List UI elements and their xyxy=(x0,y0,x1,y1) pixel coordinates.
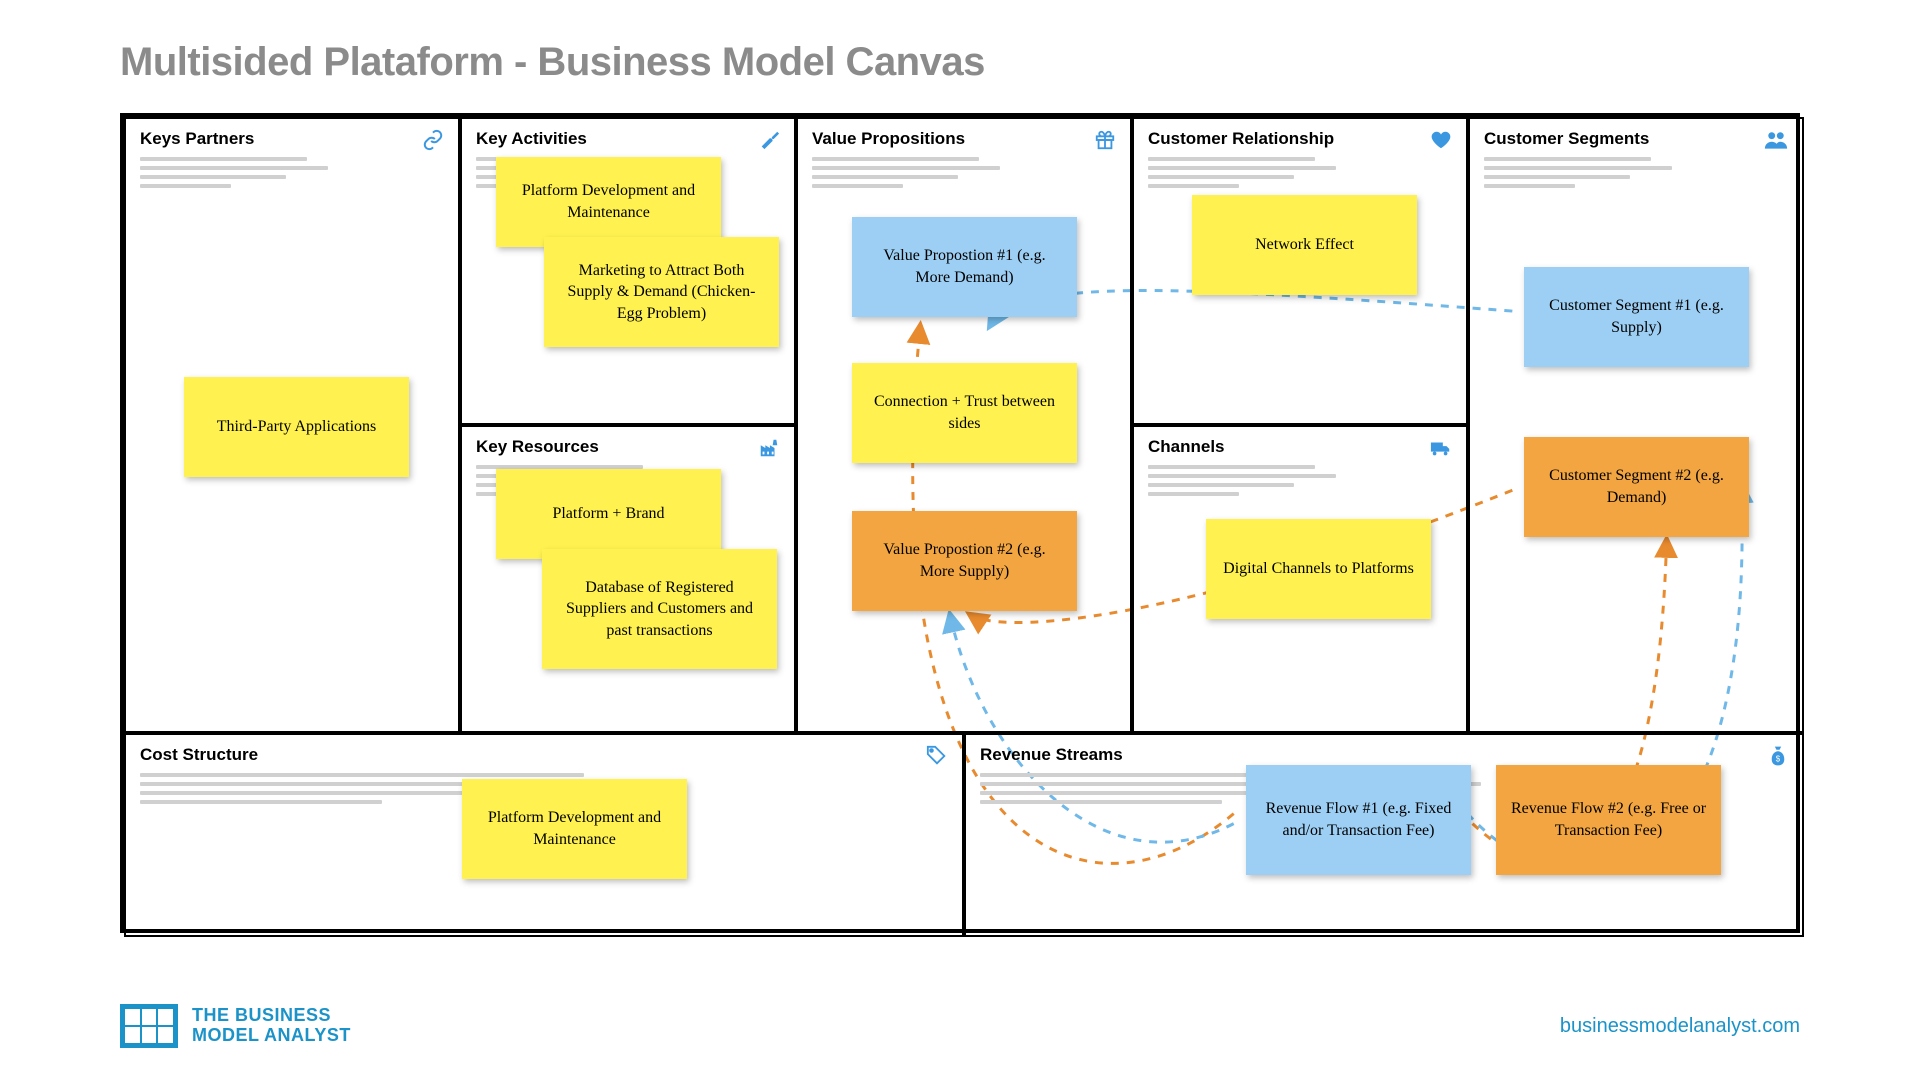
factory-icon xyxy=(758,437,780,464)
brand-logo-icon xyxy=(120,1004,178,1048)
brand-line1: THE BUSINESS xyxy=(192,1006,351,1026)
moneybag-icon: $ xyxy=(1768,745,1788,772)
sticky-connection: Connection + Trust between sides xyxy=(852,363,1077,463)
link-icon xyxy=(422,129,444,156)
cell-title: Key Resources xyxy=(476,437,780,457)
cell-title: Channels xyxy=(1148,437,1452,457)
sticky-plat-dev: Platform Development and Maintenance xyxy=(496,157,721,247)
sticky-rev2: Revenue Flow #2 (e.g. Free or Transactio… xyxy=(1496,765,1721,875)
site-link: businessmodelanalyst.com xyxy=(1560,1015,1800,1038)
sticky-network: Network Effect xyxy=(1192,195,1417,295)
cell-title: Revenue Streams xyxy=(980,745,1788,765)
cell-title: Value Propositions xyxy=(812,129,1116,149)
sticky-cost-plat: Platform Development and Maintenance xyxy=(462,779,687,879)
business-model-canvas: Keys Partners Key Activities Key Resources… xyxy=(120,113,1800,933)
cell-title: Keys Partners xyxy=(140,129,444,149)
cell-title: Key Activities xyxy=(476,129,780,149)
wrench-icon xyxy=(758,129,780,156)
svg-text:$: $ xyxy=(1776,755,1781,764)
sticky-digital-ch: Digital Channels to Platforms xyxy=(1206,519,1431,619)
cell-title: Customer Relationship xyxy=(1148,129,1452,149)
sticky-seg2: Customer Segment #2 (e.g. Demand) xyxy=(1524,437,1749,537)
page-title: Multisided Plataform - Business Model Ca… xyxy=(120,40,1800,85)
sticky-plat-brand: Platform + Brand xyxy=(496,469,721,559)
sticky-third-party: Third-Party Applications xyxy=(184,377,409,477)
gift-icon xyxy=(1094,129,1116,156)
cell-title: Cost Structure xyxy=(140,745,948,765)
tag-icon xyxy=(926,745,948,772)
brand-line2: MODEL ANALYST xyxy=(192,1026,351,1046)
sticky-rev1: Revenue Flow #1 (e.g. Fixed and/or Trans… xyxy=(1246,765,1471,875)
users-icon xyxy=(1764,129,1788,156)
sticky-marketing: Marketing to Attract Both Supply & Deman… xyxy=(544,237,779,347)
sticky-database: Database of Registered Suppliers and Cus… xyxy=(542,549,777,669)
cell-title: Customer Segments xyxy=(1484,129,1788,149)
footer: THE BUSINESS MODEL ANALYST businessmodel… xyxy=(120,1004,1800,1048)
sticky-vp1: Value Propostion #1 (e.g. More Demand) xyxy=(852,217,1077,317)
brand: THE BUSINESS MODEL ANALYST xyxy=(120,1004,351,1048)
canvas-cell-segments: Customer Segments xyxy=(1468,117,1804,733)
truck-icon xyxy=(1430,437,1452,464)
sticky-vp2: Value Propostion #2 (e.g. More Supply) xyxy=(852,511,1077,611)
heart-icon xyxy=(1430,129,1452,156)
sticky-seg1: Customer Segment #1 (e.g. Supply) xyxy=(1524,267,1749,367)
